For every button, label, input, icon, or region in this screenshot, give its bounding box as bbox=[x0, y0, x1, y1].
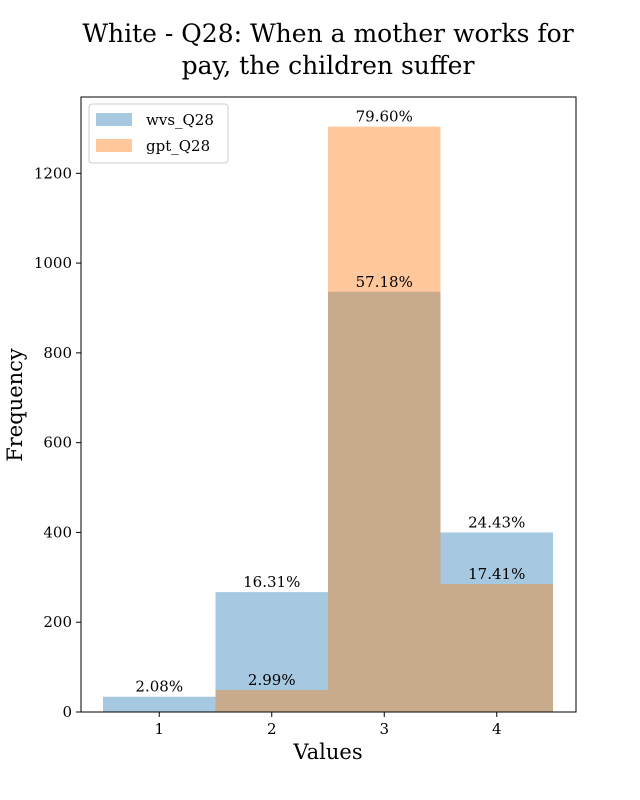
bar-wvs_Q28-1 bbox=[103, 696, 216, 712]
legend-swatch-wvs_Q28 bbox=[96, 113, 132, 126]
data-label-gpt_Q28-2: 2.99% bbox=[248, 671, 296, 689]
chart-title-line-2: pay, the children suffer bbox=[182, 51, 475, 80]
data-label-wvs_Q28-2: 16.31% bbox=[243, 573, 300, 591]
bar-overlap-2 bbox=[215, 690, 328, 712]
x-axis-label: Values bbox=[292, 740, 362, 764]
bar-overlap-3 bbox=[328, 291, 441, 712]
x-tick-label: 4 bbox=[492, 720, 502, 738]
y-tick-label: 1200 bbox=[34, 164, 72, 182]
legend-swatch-gpt_Q28 bbox=[96, 139, 132, 152]
data-label-wvs_Q28-1: 2.08% bbox=[135, 678, 183, 696]
y-tick-label: 800 bbox=[43, 344, 72, 362]
y-tick-label: 1000 bbox=[34, 254, 72, 272]
y-tick-label: 400 bbox=[43, 523, 72, 541]
data-label-gpt_Q28-3: 79.60% bbox=[356, 108, 413, 126]
plot-area: 0 200 400 600 800 1000 1200 1 2 3 4 2.08% 16.31% 57.1… bbox=[34, 96, 577, 738]
data-label-wvs_Q28-4: 24.43% bbox=[468, 513, 525, 531]
y-axis-label: Frequency bbox=[3, 348, 27, 462]
chart-title-line-1: White - Q28: When a mother works for bbox=[82, 19, 573, 48]
y-tick-label: 0 bbox=[62, 703, 72, 721]
x-tick-label: 1 bbox=[154, 720, 164, 738]
x-tick-label: 2 bbox=[267, 720, 277, 738]
data-label-wvs_Q28-3: 57.18% bbox=[356, 273, 413, 291]
plot-frame bbox=[80, 96, 577, 713]
y-tick-label: 200 bbox=[43, 613, 72, 631]
data-label-gpt_Q28-4: 17.41% bbox=[468, 565, 525, 583]
bar-overlap-4 bbox=[440, 584, 553, 712]
legend-label-wvs_Q28: wvs_Q28 bbox=[146, 111, 214, 129]
x-tick-label: 3 bbox=[379, 720, 389, 738]
y-tick-label: 600 bbox=[43, 434, 72, 452]
legend-label-gpt_Q28: gpt_Q28 bbox=[146, 137, 210, 155]
